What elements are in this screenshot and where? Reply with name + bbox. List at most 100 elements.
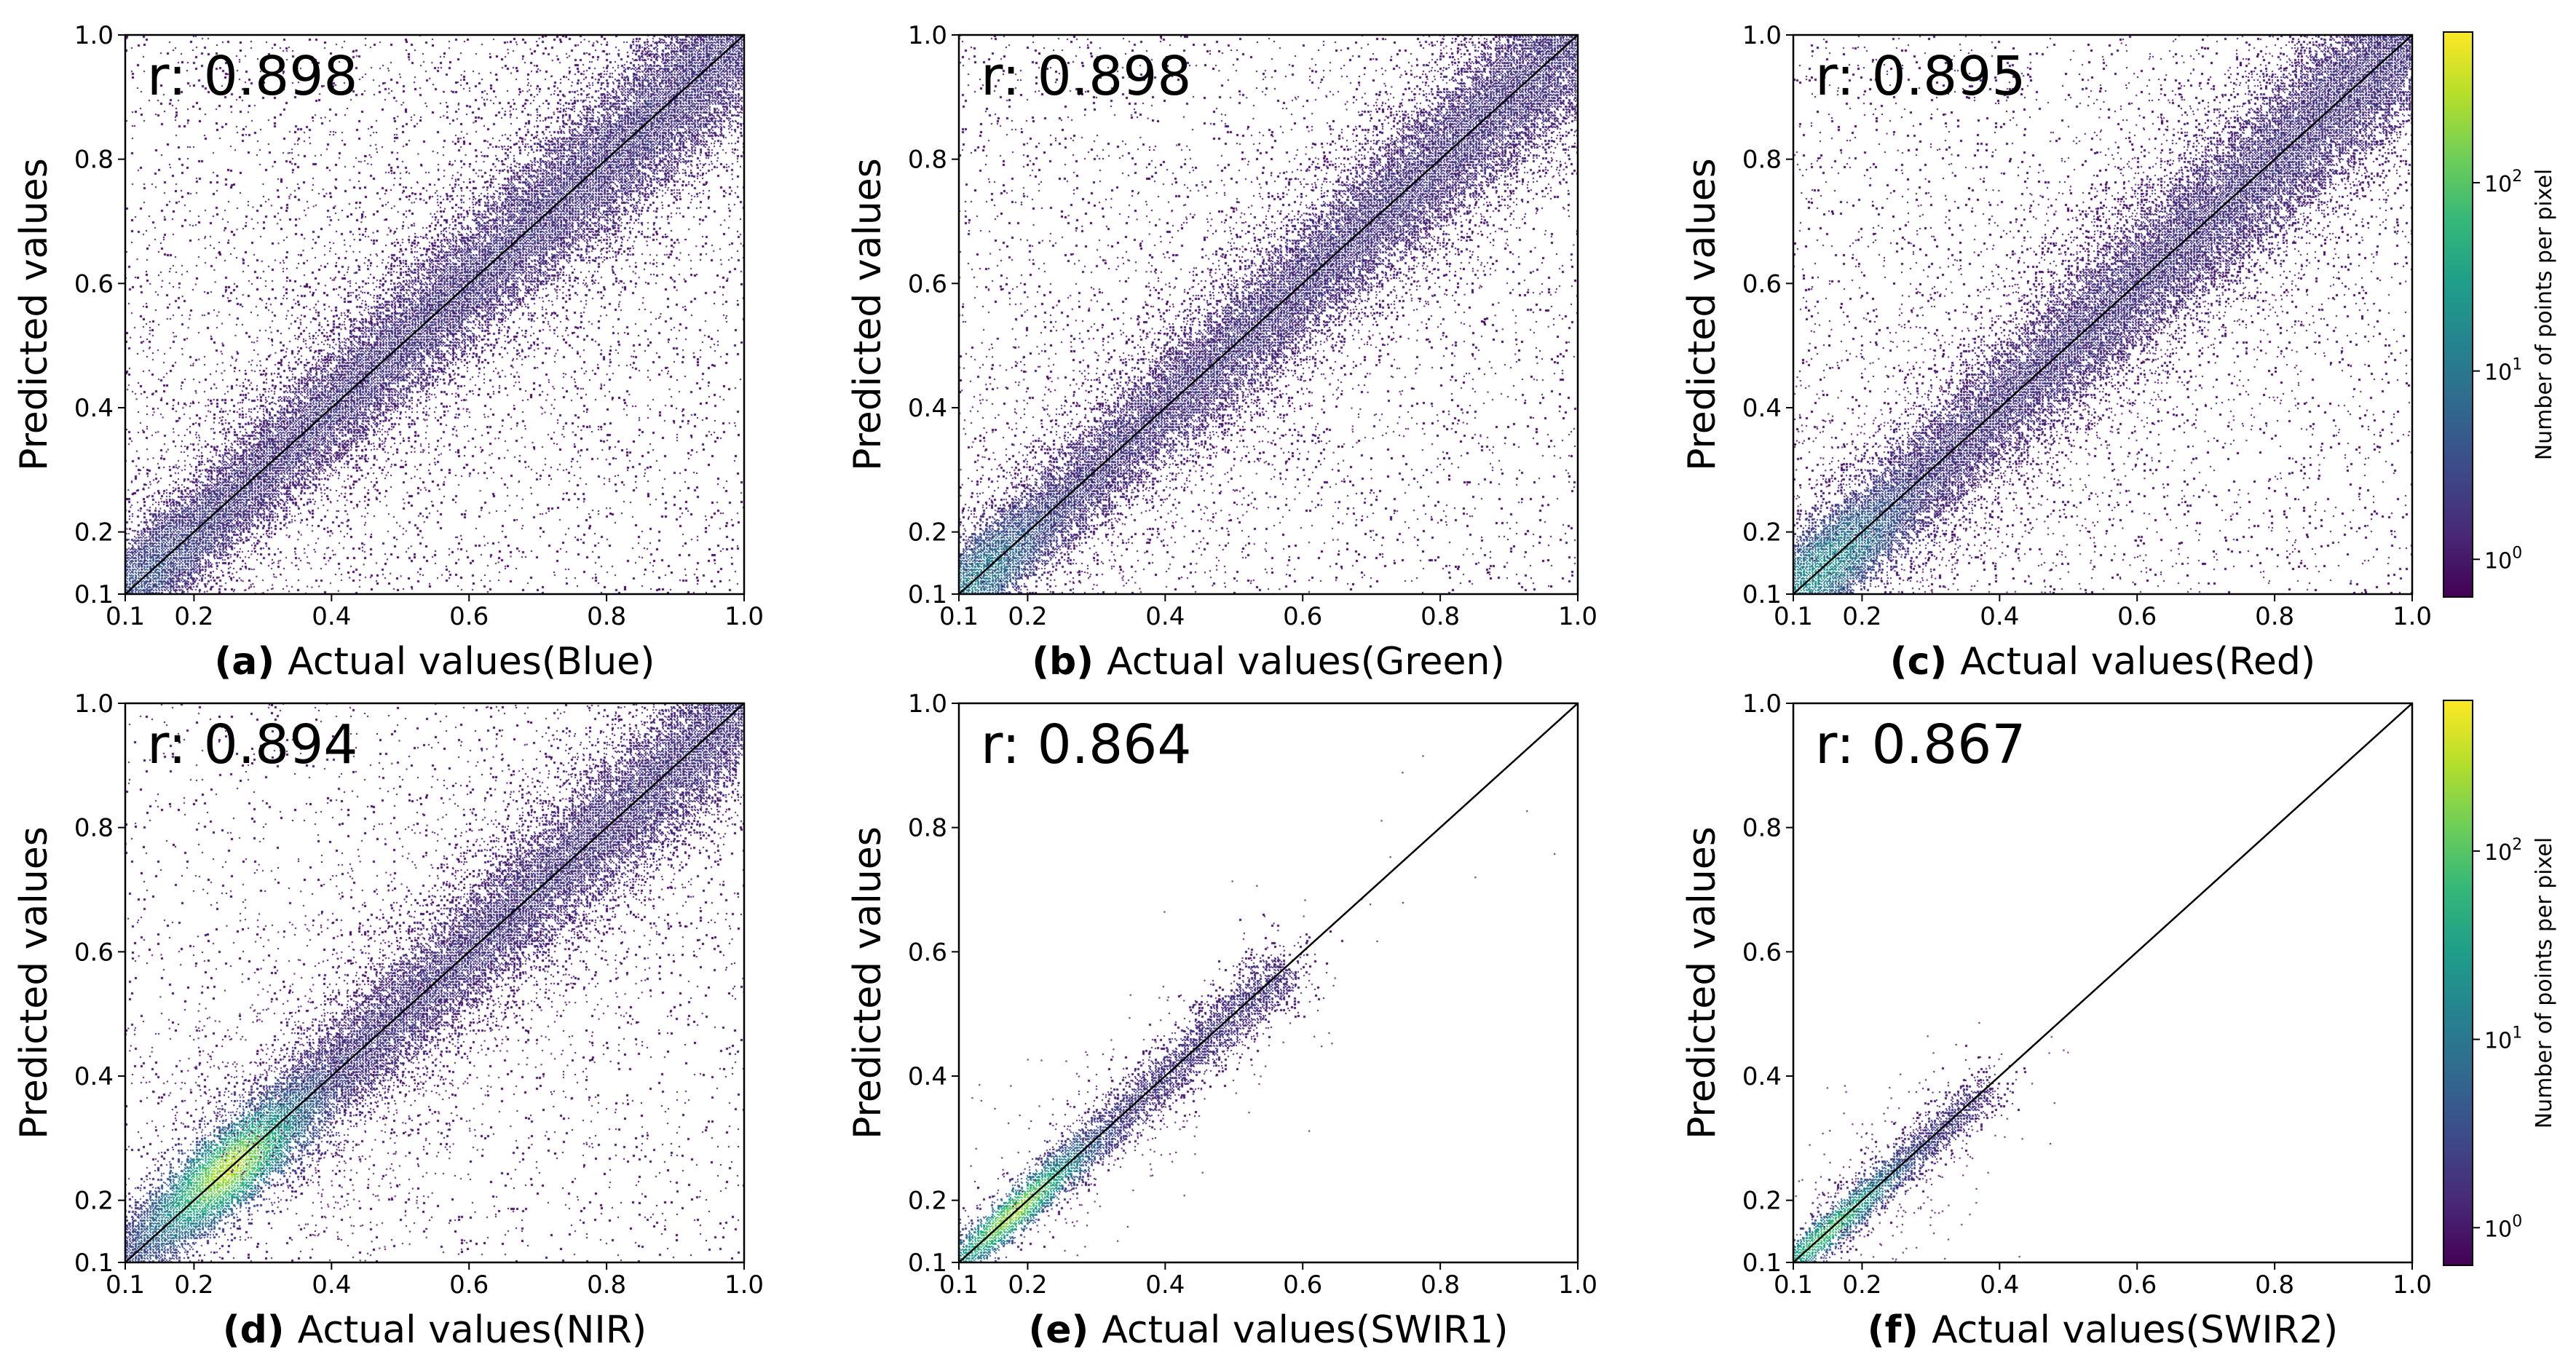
- y-tick-label: 0.1: [908, 1249, 947, 1278]
- x-axis-label: (b) Actual values(Green): [1032, 640, 1504, 684]
- y-tick-label: 0.4: [74, 394, 114, 423]
- x-tick-label: 0.8: [1421, 602, 1460, 631]
- correlation-label: r: 0.895: [1815, 45, 2026, 108]
- y-tick-label: 1.0: [908, 689, 947, 719]
- y-tick-label: 0.2: [1742, 1187, 1782, 1216]
- x-tick-label: 0.8: [2255, 602, 2294, 631]
- x-tick-label: 0.2: [1842, 1270, 1881, 1300]
- x-tick-label: 0.2: [174, 602, 213, 631]
- y-tick-label: 0.8: [1742, 814, 1782, 843]
- axes-frame: [124, 33, 746, 596]
- panel-label: (d): [223, 1308, 298, 1352]
- y-tick-label: 0.8: [908, 814, 947, 843]
- x-axis-label: (d) Actual values(NIR): [223, 1308, 647, 1352]
- x-tick-label: 0.1: [1774, 1270, 1813, 1300]
- y-axis-label: Predicted values: [12, 158, 56, 471]
- panels: 0.1 0.2 0.4 0.6 0.8 1.0 0.1 0.2 0.4 0.6 0.8 1.0 r: 0…: [12, 21, 2432, 1352]
- panel-label: (b): [1032, 640, 1107, 684]
- y-tick-label: 0.1: [908, 580, 947, 609]
- y-tick-label: 0.6: [908, 269, 947, 298]
- x-tick-label: 0.1: [939, 602, 979, 631]
- x-tick-label: 0.1: [106, 602, 145, 631]
- x-tick-label: 0.8: [1421, 1270, 1460, 1300]
- y-tick-label: 0.6: [908, 938, 947, 967]
- x-tick-label: 0.6: [449, 602, 489, 631]
- scatter-panel: 0.1 0.2 0.4 0.6 0.8 1.0 0.1 0.2 0.4 0.6 0.8 1.0 r: 0…: [12, 689, 764, 1352]
- x-axis-label: (f) Actual values(SWIR2): [1868, 1308, 2338, 1352]
- x-tick-label: 0.6: [1283, 1270, 1322, 1300]
- x-tick-label: 0.8: [587, 1270, 626, 1300]
- x-axis-title: Actual values(Blue): [288, 640, 655, 684]
- x-tick-label: 1.0: [2393, 1270, 2432, 1300]
- x-tick-label: 0.4: [312, 602, 351, 631]
- y-tick-label: 0.6: [74, 269, 114, 298]
- x-tick-label: 0.6: [2117, 602, 2157, 631]
- x-tick-label: 0.1: [106, 1270, 145, 1300]
- x-tick-label: 0.6: [2117, 1270, 2157, 1300]
- y-tick-label: 0.4: [1742, 1062, 1782, 1091]
- x-tick-label: 0.2: [1842, 602, 1881, 631]
- y-tick-label: 1.0: [1742, 689, 1782, 719]
- y-axis-label: Predicted values: [846, 826, 890, 1139]
- x-tick-label: 1.0: [1558, 602, 1597, 631]
- panel-label: (f): [1868, 1308, 1932, 1352]
- x-tick-label: 0.2: [174, 1270, 213, 1300]
- y-axis-label: Predicted values: [1680, 826, 1724, 1139]
- scatter-panel: 0.1 0.2 0.4 0.6 0.8 1.0 0.1 0.2 0.4 0.6 0.8 1.0 r: 0…: [1680, 689, 2432, 1352]
- y-tick-label: 0.4: [908, 1062, 947, 1091]
- x-tick-label: 0.4: [1145, 1270, 1185, 1300]
- x-axis-title: Actual values(Red): [1960, 640, 2315, 684]
- colorbar: 100 101 102 Number of points per pixel: [2443, 31, 2557, 598]
- x-tick-label: 1.0: [724, 1270, 764, 1300]
- y-tick-label: 1.0: [908, 21, 947, 50]
- x-tick-label: 0.2: [1008, 602, 1047, 631]
- x-tick-label: 0.6: [449, 1270, 489, 1300]
- colorbar-label: Number of points per pixel: [2532, 837, 2557, 1129]
- one-to-one-line: [958, 703, 1579, 1263]
- colorbar-tick-label: 101: [2484, 356, 2522, 386]
- x-tick-label: 0.1: [1774, 602, 1813, 631]
- x-axis-title: Actual values(Green): [1107, 640, 1505, 684]
- correlation-label: r: 0.898: [147, 45, 357, 108]
- y-tick-label: 0.2: [908, 1187, 947, 1216]
- one-to-one-line: [958, 34, 1579, 595]
- scatter-panel: 0.1 0.2 0.4 0.6 0.8 1.0 0.1 0.2 0.4 0.6 0.8 1.0 r: 0…: [12, 21, 764, 684]
- y-tick-label: 0.8: [74, 814, 114, 843]
- y-tick-label: 1.0: [1742, 21, 1782, 50]
- y-tick-label: 0.1: [74, 580, 114, 609]
- one-to-one-line: [125, 34, 745, 595]
- x-axis-label: (e) Actual values(SWIR1): [1028, 1308, 1508, 1352]
- y-tick-label: 0.1: [74, 1249, 114, 1278]
- x-tick-label: 1.0: [724, 602, 764, 631]
- x-tick-label: 0.8: [2255, 1270, 2294, 1300]
- x-axis-title: Actual values(NIR): [298, 1308, 647, 1352]
- colorbar-tick-label: 102: [2484, 167, 2522, 197]
- panel-label: (a): [215, 640, 288, 684]
- x-tick-label: 0.4: [1980, 1270, 2019, 1300]
- y-axis-label: Predicted values: [12, 826, 56, 1139]
- y-tick-label: 1.0: [74, 21, 114, 50]
- scatter-panel: 0.1 0.2 0.4 0.6 0.8 1.0 0.1 0.2 0.4 0.6 0.8 1.0 r: 0…: [846, 689, 1597, 1352]
- colorbar-tick-label: 102: [2484, 836, 2522, 866]
- x-tick-label: 0.4: [1145, 602, 1185, 631]
- y-tick-label: 0.8: [908, 146, 947, 175]
- y-tick-label: 0.6: [74, 938, 114, 967]
- x-axis-title: Actual values(SWIR1): [1102, 1308, 1508, 1352]
- correlation-label: r: 0.864: [981, 713, 1191, 776]
- axes-frame: [957, 702, 1579, 1264]
- colorbar: 100 101 102 Number of points per pixel: [2443, 700, 2557, 1266]
- x-axis-label: (a) Actual values(Blue): [215, 640, 655, 684]
- colorbar-tick-label: 100: [2484, 1212, 2522, 1242]
- colorbar-tick-label: 101: [2484, 1024, 2522, 1054]
- y-tick-label: 0.2: [74, 1187, 114, 1216]
- x-tick-label: 1.0: [2393, 602, 2432, 631]
- correlation-label: r: 0.867: [1815, 713, 2026, 776]
- axes-frame: [1792, 702, 2414, 1264]
- y-axis-label: Predicted values: [1680, 158, 1724, 471]
- x-tick-label: 0.4: [312, 1270, 351, 1300]
- y-tick-label: 0.6: [1742, 938, 1782, 967]
- x-tick-label: 1.0: [1558, 1270, 1597, 1300]
- axes-frame: [957, 33, 1579, 596]
